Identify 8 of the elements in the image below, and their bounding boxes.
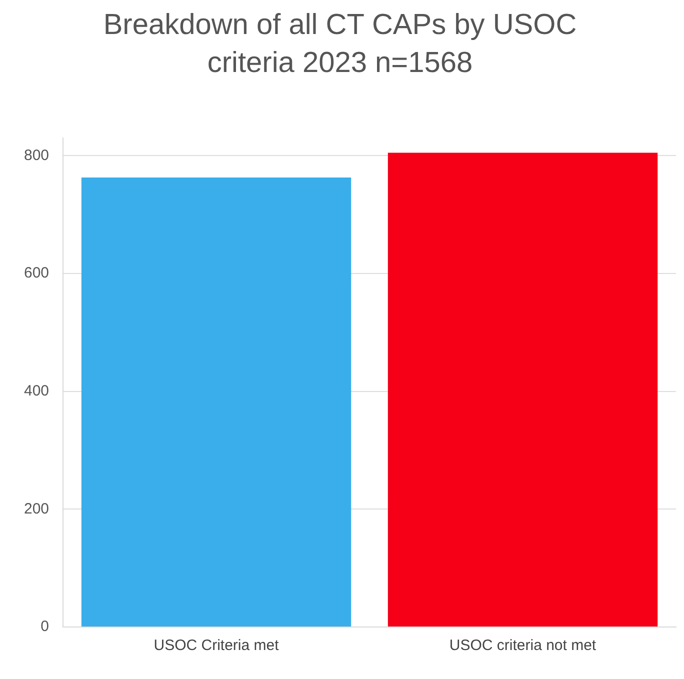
y-tick-label: 200 xyxy=(24,500,50,518)
chart-title: Breakdown of all CT CAPs by USOC criteria 2023 n=1568 xyxy=(102,8,578,81)
x-tick-label: USOC Criteria met xyxy=(154,637,280,654)
y-tick-label: 0 xyxy=(40,618,50,636)
y-tick-label: 400 xyxy=(24,382,50,400)
y-tick-label: 600 xyxy=(24,264,50,282)
y-tick-label: 800 xyxy=(24,146,50,164)
x-tick-label: USOC criteria not met xyxy=(449,637,597,654)
